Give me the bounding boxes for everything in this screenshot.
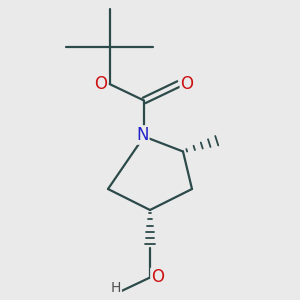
Text: O: O	[151, 268, 164, 286]
Text: O: O	[180, 75, 194, 93]
Text: O: O	[94, 75, 108, 93]
Text: H: H	[111, 281, 121, 295]
Text: N: N	[136, 126, 149, 144]
